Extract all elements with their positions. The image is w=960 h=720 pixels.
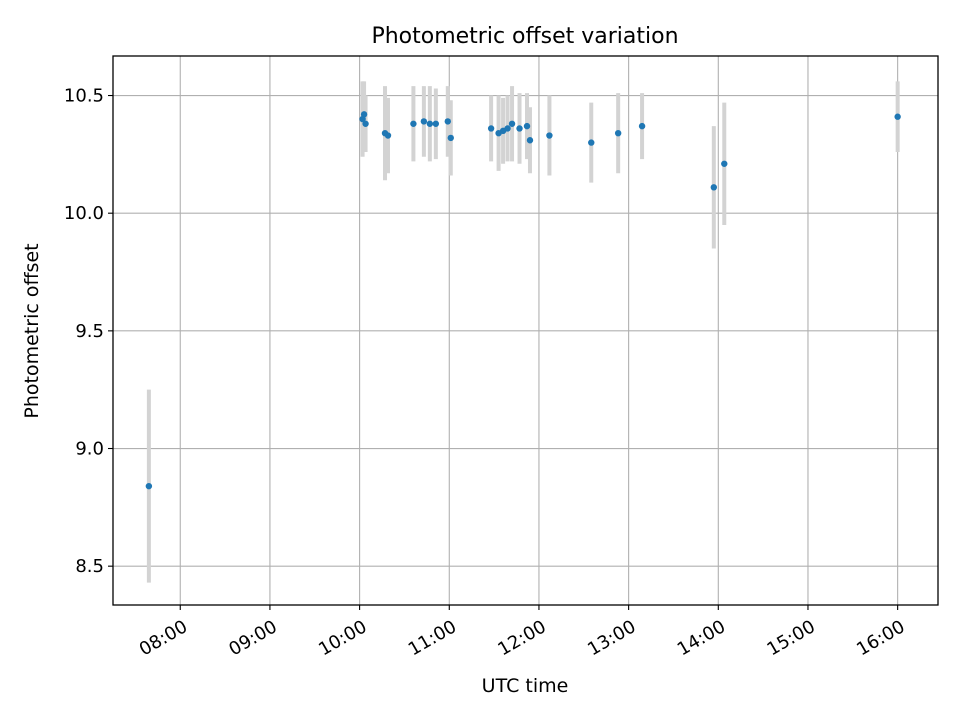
data-point <box>588 139 595 146</box>
data-point <box>362 120 369 127</box>
y-tick-label: 9.0 <box>75 439 104 460</box>
data-point <box>432 120 440 127</box>
x-tick-label: 15:00 <box>763 616 818 660</box>
data-point <box>145 482 153 490</box>
x-tick-label: 12:00 <box>494 616 549 660</box>
y-tick-label: 10.5 <box>64 86 104 107</box>
y-tick-label: 9.5 <box>75 321 104 342</box>
data-point <box>504 125 511 132</box>
data-point <box>710 184 718 191</box>
data-point <box>508 120 516 127</box>
x-tick-label: 16:00 <box>853 616 908 660</box>
data-point <box>523 122 531 130</box>
data-point <box>894 113 901 120</box>
data-points <box>145 111 901 490</box>
chart-title: Photometric offset variation <box>371 24 678 49</box>
data-point <box>384 132 392 139</box>
data-point <box>638 122 646 130</box>
y-axis-ticks: 8.5 9.0 9.5 10.0 10.5 <box>64 86 113 577</box>
data-point <box>721 160 728 167</box>
y-tick-label: 8.5 <box>75 556 104 577</box>
data-point <box>420 118 428 125</box>
data-point <box>614 129 622 137</box>
data-point <box>516 125 523 132</box>
x-tick-label: 13:00 <box>584 616 639 660</box>
y-tick-label: 10.0 <box>64 203 104 224</box>
x-axis-label: UTC time <box>482 675 569 697</box>
data-point <box>426 120 434 127</box>
data-point <box>526 137 534 144</box>
y-axis-label: Photometric offset <box>21 243 43 418</box>
x-tick-label: 14:00 <box>674 616 729 660</box>
x-tick-label: 08:00 <box>136 616 191 660</box>
data-point <box>360 111 368 118</box>
data-point <box>447 134 454 142</box>
x-tick-label: 11:00 <box>405 616 460 660</box>
data-point <box>487 125 495 132</box>
error-bars <box>146 81 900 583</box>
data-point <box>546 132 553 139</box>
x-axis-ticks: 08:00 09:00 10:00 11:00 12:00 13:00 14:00 15:00… <box>136 605 909 660</box>
x-tick-label: 09:00 <box>225 616 280 660</box>
x-tick-label: 10:00 <box>315 616 370 660</box>
data-point <box>444 118 451 125</box>
data-point <box>410 120 417 127</box>
